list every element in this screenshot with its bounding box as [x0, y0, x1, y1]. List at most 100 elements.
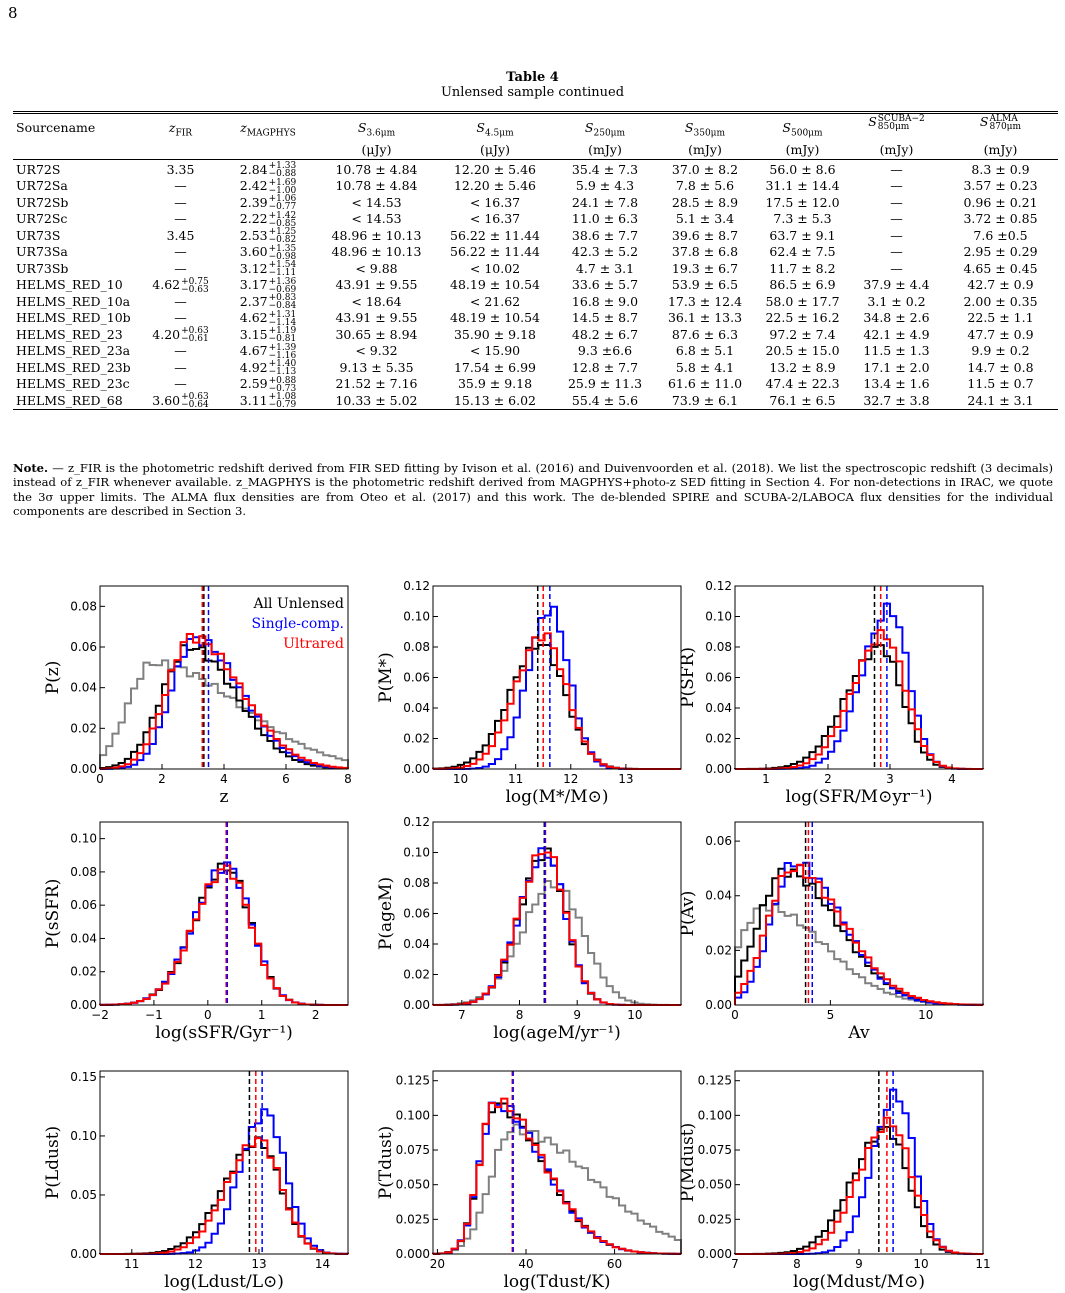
cell-s870: 4.65 ± 0.45	[963, 260, 1038, 276]
cell-s250: 12.8 ± 7.7	[571, 359, 639, 375]
cell-s250: 11.0 ± 6.3	[571, 211, 639, 227]
cell-s500: 17.5 ± 12.0	[765, 194, 840, 210]
cell-s850: —	[890, 244, 903, 260]
cell-s870: 3.57 ± 0.23	[963, 178, 1038, 194]
cell-s870: 14.7 ± 0.8	[967, 359, 1034, 375]
x-tick-label: 2	[158, 772, 166, 786]
cell-s45: 12.20 ± 5.46	[453, 161, 537, 177]
cell-s36: 43.91 ± 9.55	[335, 277, 418, 293]
plot-frame	[432, 821, 682, 1006]
cell-s45: < 15.90	[469, 343, 521, 359]
y-tick-label: 0.04	[403, 937, 430, 951]
cell-s45: 15.13 ± 6.02	[453, 392, 537, 408]
legend-entry: Ultrared	[283, 636, 344, 652]
cell-zfir: 3.45	[166, 227, 195, 243]
chart-av: 0 5 10 0.00 0.02 0.04 0.06 Av P(Av)	[678, 821, 984, 1043]
cell-s250: 33.6 ± 5.7	[571, 277, 639, 293]
page-number: 8	[8, 4, 18, 22]
plot-frame	[432, 1070, 682, 1255]
cell-s350: 73.9 ± 6.1	[671, 392, 739, 408]
y-tick-label: 0.100	[396, 1108, 430, 1122]
cell-s36: < 18.64	[351, 293, 402, 309]
table-row: HELMS_RED_68 3.60 +0.63 −0.64 3.11 +1.08 −0.79…	[13, 393, 1058, 410]
x-tick-label: 0	[96, 772, 104, 786]
cell-s500: 22.5 ± 16.2	[765, 310, 840, 326]
cell-s500: 31.1 ± 14.4	[765, 178, 840, 194]
cell-s350: 7.8 ± 5.6	[675, 178, 735, 194]
x-tick-label: 10	[918, 1008, 933, 1022]
cell-zmag: 2.53 +1.25 −0.82	[239, 227, 297, 245]
cell-zmag: 2.59 +0.88 −0.73	[239, 375, 297, 394]
cell-name: HELMS_RED_23	[16, 326, 123, 342]
y-tick-label: 0.04	[70, 931, 97, 945]
cell-s850: 13.4 ± 1.6	[863, 376, 930, 392]
x-axis-label: log(sSFR/Gyr⁻¹)	[155, 1023, 293, 1043]
x-tick-label: 10	[913, 1257, 928, 1271]
y-tick-label: 0.02	[403, 968, 430, 982]
table-note: Note. — z_FIR is the photometric redshif…	[13, 461, 1053, 519]
cell-zmag: 3.15 +1.19 −0.81	[239, 326, 297, 344]
y-tick-label: 0.00	[705, 762, 732, 776]
x-tick-label: 3	[886, 772, 894, 786]
cell-zfir: —	[174, 244, 187, 260]
x-tick-label: 7	[731, 1257, 739, 1271]
x-tick-label: 10	[627, 1008, 642, 1022]
cell-s45: < 16.37	[469, 211, 521, 227]
x-tick-label: 7	[458, 1008, 466, 1022]
cell-name: UR72Sb	[16, 194, 69, 210]
header-unit: (mJy)	[785, 141, 820, 157]
x-axis-label: log(SFR/M⊙yr⁻¹)	[786, 787, 933, 807]
cell-s850: —	[890, 194, 903, 210]
cell-s36: 48.96 ± 10.13	[331, 244, 422, 260]
cell-s500: 97.2 ± 7.4	[769, 326, 836, 342]
chart-mdust: 7 8 9 10 11 0.000 0.025 0.050 0.075 0.100 0.125 log…	[678, 1070, 991, 1292]
y-tick-label: 0.12	[403, 579, 430, 593]
cell-name: UR73Sb	[16, 260, 69, 276]
y-tick-label: 0.06	[403, 671, 430, 685]
y-tick-label: 0.04	[70, 681, 97, 695]
x-tick-label: 13	[251, 1257, 266, 1271]
hist-all	[99, 644, 349, 770]
cell-s250: 16.8 ± 9.0	[571, 293, 639, 309]
x-tick-label: 9	[855, 1257, 863, 1271]
cell-s350: 6.8 ± 5.1	[675, 343, 735, 359]
cell-s870: 2.95 ± 0.29	[963, 244, 1038, 260]
cell-name: HELMS_RED_10	[16, 277, 123, 293]
table-row: UR72Sa — 2.42 +1.69 −1.00 10.78 ± 4.84 12.20 ±…	[13, 178, 1058, 195]
y-tick-label: 0.06	[70, 640, 97, 654]
cell-s500: 20.5 ± 15.0	[765, 343, 840, 359]
legend-entry: Single-comp.	[252, 616, 345, 632]
y-tick-label: 0.02	[70, 965, 97, 979]
cell-zmag: 2.22 +1.42 −0.85	[239, 210, 297, 229]
y-tick-label: 0.125	[396, 1074, 430, 1088]
x-tick-label: 4	[948, 772, 956, 786]
chart-sfr: 1 2 3 4 0.00 0.02 0.04 0.06 0.08 0.10 0.12 log(SFR/…	[678, 579, 984, 807]
header-s500: S500μm	[782, 120, 823, 139]
cell-s36: 43.91 ± 9.55	[335, 310, 418, 326]
y-tick-label: 0.10	[705, 610, 732, 624]
hist-ultrared	[99, 864, 348, 1006]
hist-ultrared	[734, 863, 984, 1006]
y-tick-label: 0.12	[403, 815, 430, 829]
cell-s36: < 14.53	[351, 194, 402, 210]
cell-s850: 17.1 ± 2.0	[863, 359, 930, 375]
cell-s45: 12.20 ± 5.46	[453, 178, 537, 194]
x-tick-label: 6	[282, 772, 290, 786]
cell-s36: < 9.32	[355, 343, 398, 359]
cell-s45: < 21.62	[469, 293, 521, 309]
x-axis-label: log(Tdust/K)	[504, 1272, 611, 1292]
cell-s250: 14.5 ± 8.7	[571, 310, 639, 326]
cell-s350: 37.0 ± 8.2	[671, 161, 739, 177]
x-tick-label: 40	[518, 1257, 533, 1271]
table-row: UR73Sb — 3.12 +1.54 −1.11 < 9.88 < 10.02 4.7 ± …	[13, 261, 1058, 278]
cell-s45: 48.19 ± 10.54	[450, 277, 540, 293]
y-tick-label: 0.050	[698, 1178, 732, 1192]
chart-z: 0 2 4 6 8 0.00 0.02 0.04 0.06 0.08 z P(z) All Unlens…	[43, 585, 352, 807]
header-s850: S SCUBA−2 850μm	[868, 113, 925, 132]
y-tick-label: 0.00	[403, 998, 430, 1012]
cell-name: UR73S	[16, 227, 61, 243]
chart-mstar: 10 11 12 13 0.00 0.02 0.04 0.06 0.08 0.10 0.12 log(…	[376, 579, 682, 807]
x-axis-label: log(Mdust/M⊙)	[793, 1272, 925, 1292]
cell-s350: 19.3 ± 6.7	[671, 260, 739, 276]
y-axis-label: P(Ldust)	[43, 1126, 63, 1199]
